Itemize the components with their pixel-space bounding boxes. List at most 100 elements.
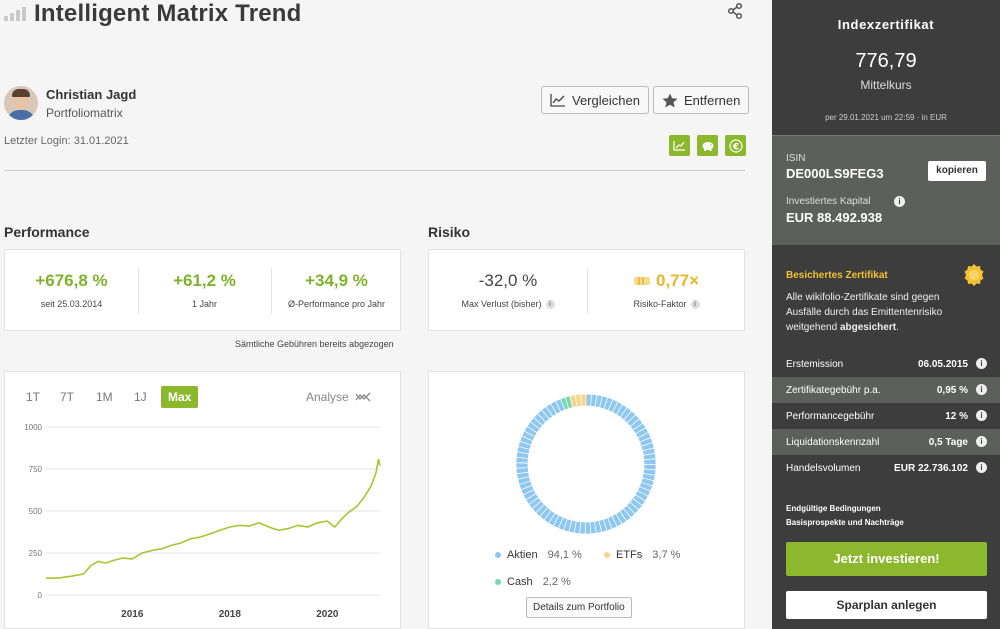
portfolio-details-button[interactable]: Details zum Portfolio: [526, 597, 632, 618]
capital-label: Investiertes Kapital: [786, 196, 871, 207]
fact-row-liquidation: Liquidationskennzahl 0,5 Tage i: [772, 429, 1000, 455]
slice-aktien[interactable]: [584, 521, 592, 535]
euro-button[interactable]: €: [725, 135, 746, 156]
performance-card: +676,8 % seit 25.03.2014 +61,2 % 1 Jahr …: [4, 249, 401, 331]
y-tick-label: 750: [29, 465, 43, 474]
price-label: Mittelkurs: [860, 78, 912, 92]
x-tick-label: 2020: [316, 609, 339, 620]
kpi-1year-value: +61,2 %: [173, 271, 236, 290]
kpi-total: +676,8 % seit 25.03.2014: [5, 250, 138, 330]
slice-aktien[interactable]: [643, 458, 657, 465]
info-icon[interactable]: i: [976, 436, 987, 447]
final-terms-link[interactable]: Endgültige Bedingungen: [786, 504, 881, 513]
x-tick-label: 2018: [219, 609, 242, 620]
y-tick-label: 500: [29, 507, 43, 516]
fact-value: 0,95 %: [936, 384, 968, 396]
range-tab-1j[interactable]: 1J: [134, 390, 147, 404]
x-tick-label: 2016: [121, 609, 144, 620]
slice-etfs[interactable]: [580, 393, 587, 407]
series-line[interactable]: [45, 458, 381, 579]
legend-dot: [604, 552, 610, 558]
risk-card: -32,0 % Max Verlust (bisher) i 0,77× Risi…: [428, 249, 745, 331]
avatar[interactable]: [4, 86, 38, 120]
info-icon[interactable]: i: [894, 196, 905, 207]
price-value: 776,79: [855, 50, 917, 72]
y-tick-label: 1000: [24, 423, 42, 432]
performance-title: Performance: [4, 224, 90, 240]
legend-aktien: Aktien 94,1 %: [495, 549, 582, 561]
y-tick-label: 250: [29, 549, 43, 558]
fact-label: Zertifikategebühr p.a.: [786, 384, 881, 396]
page-title: Intelligent Matrix Trend: [34, 0, 302, 27]
risk-factor-value: 0,77×: [655, 271, 699, 290]
legend-aktien-pct: 94,1 %: [547, 549, 582, 561]
analyse-label: Analyse: [306, 390, 349, 404]
range-tab-max[interactable]: Max: [161, 386, 199, 408]
kpi-total-value: +676,8 %: [35, 271, 108, 290]
info-icon[interactable]: i: [976, 462, 987, 473]
kpi-1year-label: 1 Jahr: [191, 299, 217, 309]
slice-aktien[interactable]: [515, 462, 529, 469]
divider: [4, 170, 745, 171]
trader-role: Portfoliomatrix: [46, 105, 123, 120]
analyse-button[interactable]: Analyse: [306, 390, 371, 404]
title-row: Intelligent Matrix Trend: [4, 0, 302, 28]
y-tick-label: 0: [38, 591, 43, 600]
secured-title: Besichertes Zertifikat: [786, 270, 888, 281]
star-icon: [662, 93, 678, 107]
invest-button[interactable]: Jetzt investieren!: [786, 542, 987, 576]
trend-icon: [673, 141, 685, 151]
legend-cash: Cash 2,2 %: [495, 576, 571, 588]
legend-dot: [495, 579, 501, 585]
medal-icon: [964, 264, 984, 286]
trader-name[interactable]: Christian Jagd: [46, 86, 137, 102]
ranking-bars-icon: [4, 7, 26, 21]
piggy-bank-icon: [702, 142, 713, 151]
allocation-donut-chart[interactable]: [511, 389, 661, 539]
legend-cash-pct: 2,2 %: [542, 576, 571, 588]
info-icon[interactable]: i: [976, 410, 987, 421]
range-tab-1t[interactable]: 1T: [26, 390, 41, 404]
certificate-type: Indexzertifikat: [837, 17, 935, 32]
risk-factor-label: Risiko-Faktor: [633, 299, 687, 309]
chart-trend-button[interactable]: [669, 135, 690, 156]
compare-button[interactable]: Vergleichen: [541, 86, 649, 114]
savings-button[interactable]: [697, 135, 718, 156]
info-icon[interactable]: i: [976, 384, 987, 395]
trader-profile[interactable]: Christian Jagd Portfoliomatrix: [4, 86, 136, 120]
fact-label: Handelsvolumen: [786, 462, 861, 474]
share-icon[interactable]: [726, 2, 744, 20]
certificate-sidebar: Indexzertifikat 776,79 Mittelkurs per 29…: [772, 0, 1000, 629]
svg-text:€: €: [731, 142, 738, 152]
prospectus-link[interactable]: Basisprospekte und Nachträge: [786, 518, 904, 527]
kpi-max-loss: -32,0 % Max Verlust (bisher) i: [429, 250, 587, 330]
remove-button[interactable]: Entfernen: [653, 86, 750, 114]
kpi-1year: +61,2 % 1 Jahr: [138, 250, 271, 330]
fact-label: Erstemission: [786, 358, 844, 370]
info-icon[interactable]: i: [690, 299, 700, 309]
kpi-avg-value: +34,9 %: [305, 271, 368, 290]
copy-isin-button[interactable]: kopieren: [928, 161, 986, 181]
legend-cash-name: Cash: [507, 576, 533, 588]
fact-value: 12 %: [945, 410, 968, 422]
risk-gauge-icon: [633, 277, 650, 285]
savings-plan-button[interactable]: Sparplan anlegen: [786, 591, 987, 619]
kpi-total-label: seit 25.03.2014: [40, 299, 103, 309]
info-icon[interactable]: i: [976, 358, 987, 369]
fact-row-issue: Erstemission 06.05.2015 i: [772, 351, 1000, 377]
fact-value: EUR 22.736.102: [894, 462, 968, 474]
fact-row-perf-fee: Performancegebühr 12 % i: [772, 403, 1000, 429]
fact-value: 06.05.2015: [917, 358, 968, 370]
fact-value: 0,5 Tage: [928, 436, 968, 448]
performance-line-chart[interactable]: 0 250 500 750 1000 2016 2018 2020: [0, 415, 400, 625]
secured-text: Alle wikifolio-Zertifikate sind gegen Au…: [786, 292, 943, 333]
range-tab-1m[interactable]: 1M: [96, 390, 113, 404]
kpi-avg: +34,9 % Ø-Performance pro Jahr: [271, 250, 402, 330]
max-loss-label: Max Verlust (bisher): [461, 299, 542, 309]
analyse-icon: [355, 392, 371, 402]
kpi-risk-factor: 0,77× Risiko-Faktor i: [587, 250, 746, 330]
range-tab-7t[interactable]: 7T: [60, 390, 75, 404]
compare-label: Vergleichen: [572, 92, 640, 108]
info-icon[interactable]: i: [545, 299, 555, 309]
legend-etfs: ETFs 3,7 %: [604, 549, 680, 561]
